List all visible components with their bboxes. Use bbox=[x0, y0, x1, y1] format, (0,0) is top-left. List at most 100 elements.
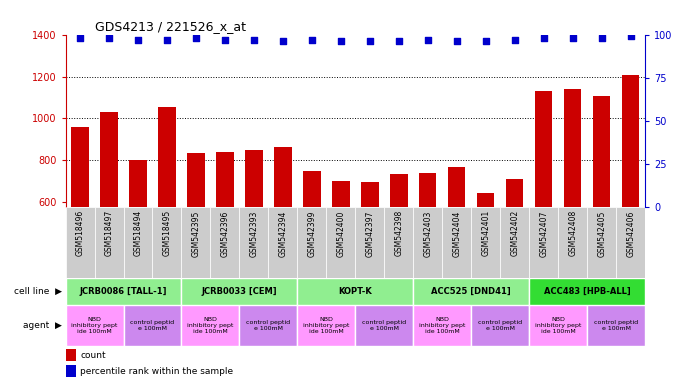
Point bbox=[190, 35, 201, 41]
Point bbox=[625, 33, 636, 39]
Bar bbox=[181, 305, 239, 346]
Point bbox=[335, 38, 346, 45]
Point bbox=[364, 38, 375, 45]
Bar bbox=[413, 278, 529, 305]
Text: GSM542403: GSM542403 bbox=[423, 210, 433, 257]
Text: KOPT-K: KOPT-K bbox=[339, 287, 372, 296]
Text: GSM542398: GSM542398 bbox=[394, 210, 404, 257]
Text: GSM542400: GSM542400 bbox=[336, 210, 346, 257]
Bar bbox=[66, 207, 95, 278]
Bar bbox=[332, 181, 350, 207]
Bar bbox=[216, 152, 234, 207]
Bar bbox=[100, 112, 118, 207]
Bar bbox=[71, 127, 89, 207]
Text: GSM542401: GSM542401 bbox=[481, 210, 491, 257]
Bar bbox=[413, 207, 442, 278]
Text: NBD
inhibitory pept
ide 100mM: NBD inhibitory pept ide 100mM bbox=[187, 317, 234, 334]
Point bbox=[538, 35, 549, 41]
Bar bbox=[361, 182, 379, 207]
Point bbox=[132, 36, 144, 43]
Bar bbox=[529, 207, 558, 278]
Text: agent  ▶: agent ▶ bbox=[23, 321, 62, 330]
Point bbox=[480, 38, 491, 45]
Point bbox=[277, 38, 288, 45]
Text: control peptid
e 100mM: control peptid e 100mM bbox=[362, 320, 406, 331]
Bar bbox=[274, 147, 292, 207]
Bar bbox=[66, 278, 181, 305]
Point bbox=[75, 35, 86, 41]
Text: GSM542404: GSM542404 bbox=[452, 210, 462, 257]
Text: GSM518495: GSM518495 bbox=[162, 210, 172, 257]
Bar bbox=[268, 207, 297, 278]
Text: GSM542397: GSM542397 bbox=[365, 210, 375, 257]
Bar bbox=[297, 207, 326, 278]
Text: control peptid
e 100mM: control peptid e 100mM bbox=[594, 320, 638, 331]
Bar bbox=[66, 365, 76, 377]
Point bbox=[596, 35, 607, 41]
Text: control peptid
e 100mM: control peptid e 100mM bbox=[246, 320, 290, 331]
Text: JCRB0033 [CEM]: JCRB0033 [CEM] bbox=[201, 287, 277, 296]
Text: GSM542407: GSM542407 bbox=[539, 210, 549, 257]
Point bbox=[104, 35, 115, 41]
Text: GSM542406: GSM542406 bbox=[626, 210, 635, 257]
Point bbox=[306, 36, 317, 43]
Bar bbox=[419, 173, 437, 207]
Bar bbox=[129, 161, 147, 207]
Text: NBD
inhibitory pept
ide 100mM: NBD inhibitory pept ide 100mM bbox=[535, 317, 582, 334]
Text: NBD
inhibitory pept
ide 100mM: NBD inhibitory pept ide 100mM bbox=[71, 317, 118, 334]
Text: percentile rank within the sample: percentile rank within the sample bbox=[80, 367, 233, 376]
Bar bbox=[535, 91, 553, 207]
Bar bbox=[181, 278, 297, 305]
Bar bbox=[558, 207, 587, 278]
Bar bbox=[66, 305, 124, 346]
Text: GSM542393: GSM542393 bbox=[249, 210, 259, 257]
Bar bbox=[413, 305, 471, 346]
Bar bbox=[448, 167, 466, 207]
Text: control peptid
e 100mM: control peptid e 100mM bbox=[130, 320, 175, 331]
Text: GSM518496: GSM518496 bbox=[75, 210, 85, 257]
Point bbox=[161, 36, 172, 43]
Text: ACC525 [DND41]: ACC525 [DND41] bbox=[431, 287, 511, 296]
Text: GSM542399: GSM542399 bbox=[307, 210, 317, 257]
Bar bbox=[442, 207, 471, 278]
Bar bbox=[471, 207, 500, 278]
Bar bbox=[245, 150, 263, 207]
Bar bbox=[384, 207, 413, 278]
Bar bbox=[95, 207, 124, 278]
Text: control peptid
e 100mM: control peptid e 100mM bbox=[478, 320, 522, 331]
Text: NBD
inhibitory pept
ide 100mM: NBD inhibitory pept ide 100mM bbox=[303, 317, 350, 334]
Bar bbox=[297, 278, 413, 305]
Text: cell line  ▶: cell line ▶ bbox=[14, 287, 62, 296]
Text: GDS4213 / 221526_x_at: GDS4213 / 221526_x_at bbox=[95, 20, 246, 33]
Point bbox=[248, 36, 259, 43]
Text: NBD
inhibitory pept
ide 100mM: NBD inhibitory pept ide 100mM bbox=[419, 317, 466, 334]
Point bbox=[422, 36, 433, 43]
Bar bbox=[587, 305, 645, 346]
Text: GSM542402: GSM542402 bbox=[510, 210, 520, 257]
Bar bbox=[355, 207, 384, 278]
Bar bbox=[529, 278, 645, 305]
Bar bbox=[158, 107, 176, 207]
Text: GSM518494: GSM518494 bbox=[133, 210, 143, 257]
Text: GSM542408: GSM542408 bbox=[568, 210, 578, 257]
Bar bbox=[303, 171, 321, 207]
Bar bbox=[471, 305, 529, 346]
Point bbox=[567, 35, 578, 41]
Bar bbox=[152, 207, 181, 278]
Bar bbox=[587, 207, 616, 278]
Point bbox=[393, 38, 404, 45]
Bar bbox=[239, 305, 297, 346]
Bar bbox=[355, 305, 413, 346]
Bar bbox=[500, 207, 529, 278]
Bar bbox=[506, 179, 524, 207]
Bar bbox=[564, 89, 582, 207]
Point bbox=[509, 36, 520, 43]
Bar bbox=[326, 207, 355, 278]
Text: GSM542396: GSM542396 bbox=[220, 210, 230, 257]
Point bbox=[451, 38, 462, 45]
Text: count: count bbox=[80, 351, 106, 360]
Point bbox=[219, 36, 230, 43]
Bar bbox=[477, 193, 495, 207]
Bar bbox=[124, 207, 152, 278]
Bar bbox=[210, 207, 239, 278]
